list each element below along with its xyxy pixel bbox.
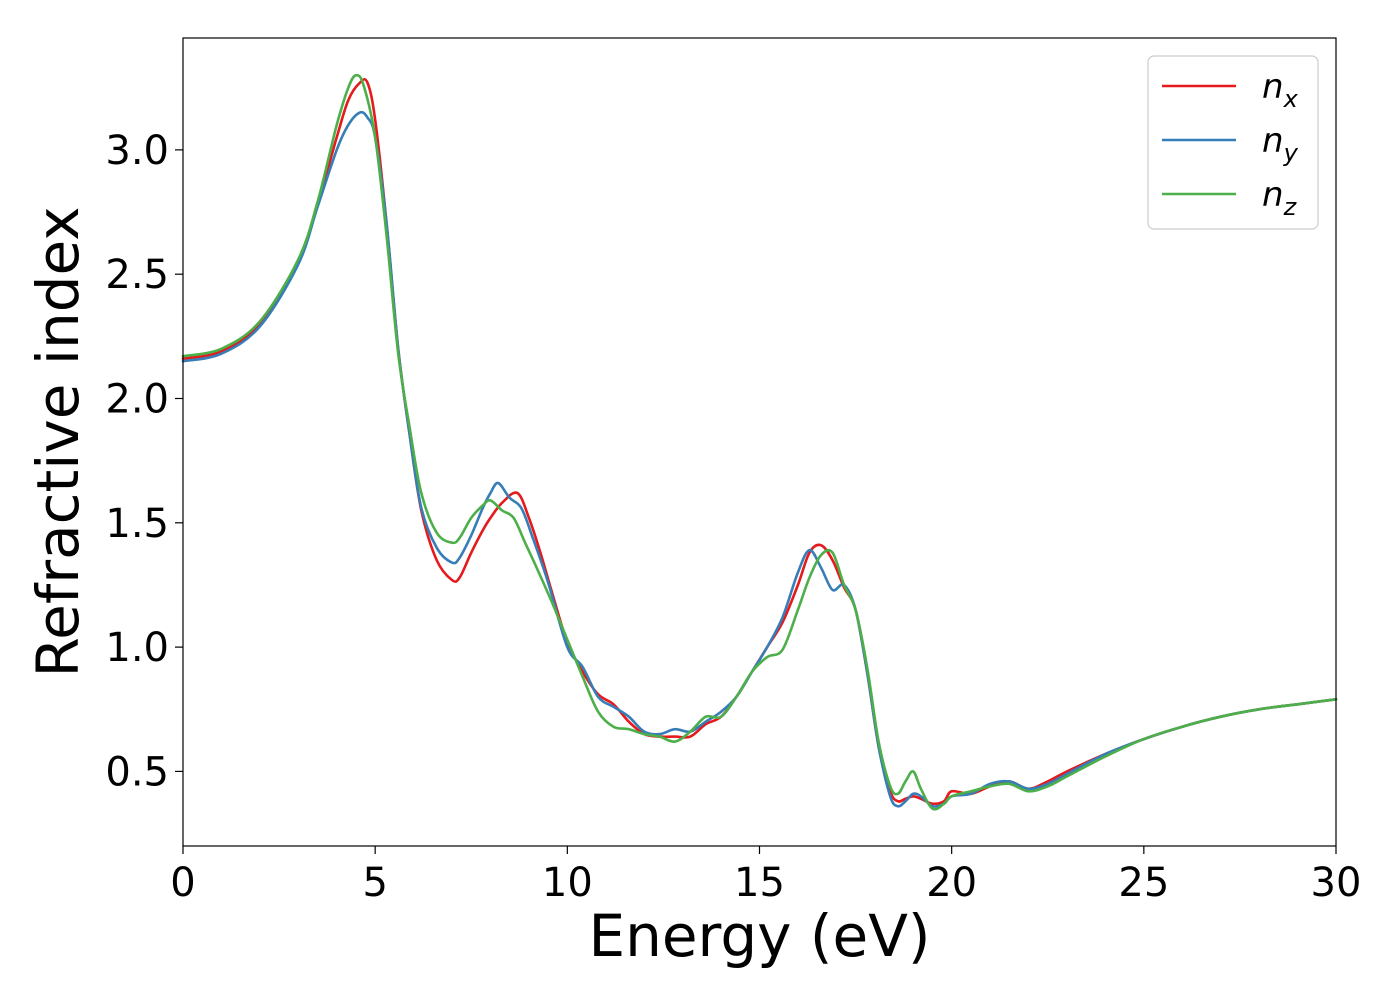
legend-box: [1147, 55, 1319, 230]
legend-label-ny: ny: [1262, 121, 1299, 167]
x-tick-label: 25: [1118, 860, 1169, 906]
series-line-nz: [181, 73, 1338, 811]
legend: nx ny nz: [1147, 55, 1319, 230]
y-axis-label: Refractive index: [24, 206, 92, 677]
x-axis-label: Energy (eV): [588, 902, 930, 970]
x-tick-label: 10: [542, 860, 593, 906]
x-tick-label: 5: [362, 860, 387, 906]
legend-label-nz: nz: [1262, 175, 1298, 221]
x-tick-label: 0: [170, 860, 195, 906]
series-layer: [181, 73, 1338, 811]
y-tick-label: 1.5: [105, 501, 169, 547]
x-axis: 0 5 10 15 20 25 30: [170, 846, 1361, 906]
y-tick-label: 2.0: [105, 376, 169, 422]
y-tick-label: 2.5: [105, 252, 169, 298]
x-tick-label: 20: [926, 860, 977, 906]
y-tick-label: 3.0: [105, 128, 169, 174]
y-tick-label: 0.5: [105, 749, 169, 795]
legend-label-nx: nx: [1262, 67, 1299, 113]
y-axis: 0.5 1.0 1.5 2.0 2.5 3.0: [105, 128, 183, 795]
x-tick-label: 30: [1311, 860, 1362, 906]
x-tick-label: 15: [734, 860, 785, 906]
y-tick-label: 1.0: [105, 625, 169, 671]
